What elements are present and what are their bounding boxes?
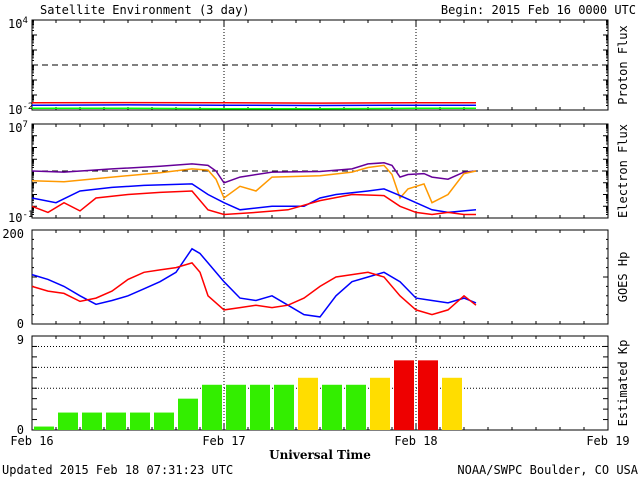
x-tick-label: Feb 18 xyxy=(394,434,437,448)
kp-bar xyxy=(82,412,102,430)
x-tick-labels: Feb 16 Feb 17 Feb 18 Feb 19 xyxy=(10,434,629,448)
kp-bar xyxy=(202,384,222,430)
proton-flux-ylabel: Proton Flux xyxy=(616,25,630,104)
y-tick-label: 107 xyxy=(8,120,28,135)
begin-time: Begin: 2015 Feb 16 0000 UTC xyxy=(441,3,636,17)
kp-bar xyxy=(442,377,462,430)
proton-flux-green-series xyxy=(32,107,476,110)
proton-flux-panel: Proton Flux 104 10-2 xyxy=(8,16,630,117)
y-tick-label: 104 xyxy=(8,16,28,31)
source-credit: NOAA/SWPC Boulder, CO USA xyxy=(457,463,638,477)
proton-flux-frame xyxy=(31,19,609,111)
kp-bar xyxy=(250,384,270,430)
proton-flux-blue-series xyxy=(31,104,476,107)
kp-bar xyxy=(394,360,414,430)
kp-bar xyxy=(418,360,438,430)
goes-hp-red-series xyxy=(31,262,477,316)
kp-bar xyxy=(58,412,78,430)
kp-bar xyxy=(298,377,318,430)
kp-bar xyxy=(106,412,126,430)
y-tick-label: 0 xyxy=(17,317,24,331)
kp-bar xyxy=(370,377,390,430)
x-axis-label: Universal Time xyxy=(269,448,371,462)
y-tick-label: 0 xyxy=(17,423,24,437)
kp-bar xyxy=(130,412,150,430)
y-tick-label: 10-1 xyxy=(8,210,33,225)
kp-bar xyxy=(346,384,366,430)
electron-flux-panel: Electron Flux 107 10-1 xyxy=(8,120,630,225)
y-tick-label: 10-2 xyxy=(8,102,33,117)
kp-bar xyxy=(226,384,246,430)
electron-flux-purple-series xyxy=(31,162,477,184)
estimated-kp-panel: Estimated Kp 9 0 xyxy=(17,333,630,437)
x-tick-label: Feb 16 xyxy=(10,434,53,448)
kp-bar xyxy=(274,384,294,430)
estimated-kp-ylabel: Estimated Kp xyxy=(616,340,630,427)
panels: Proton Flux 104 10-2 Electron Flux 107 10-1 GO… xyxy=(2,16,630,437)
y-tick-label: 200 xyxy=(2,227,24,241)
kp-bar xyxy=(154,412,174,430)
chart-title: Satellite Environment (3 day) xyxy=(40,3,250,17)
proton-flux-red-series xyxy=(31,101,476,104)
x-tick-label: Feb 19 xyxy=(586,434,629,448)
kp-bar xyxy=(178,398,198,430)
electron-flux-blue-series xyxy=(31,183,477,214)
y-tick-label: 9 xyxy=(17,333,24,347)
goes-hp-panel: GOES Hp 200 0 xyxy=(2,227,630,331)
x-tick-label: Feb 17 xyxy=(202,434,245,448)
electron-flux-ylabel: Electron Flux xyxy=(616,124,630,218)
kp-bar xyxy=(34,426,54,430)
goes-hp-ylabel: GOES Hp xyxy=(616,252,630,303)
kp-bar xyxy=(322,384,342,430)
goes-hp-frame xyxy=(31,229,609,325)
electron-flux-red-series xyxy=(31,190,476,216)
updated-timestamp: Updated 2015 Feb 18 07:31:23 UTC xyxy=(2,463,233,477)
electron-flux-orange-series xyxy=(31,164,477,204)
goes-hp-blue-series xyxy=(31,247,477,318)
